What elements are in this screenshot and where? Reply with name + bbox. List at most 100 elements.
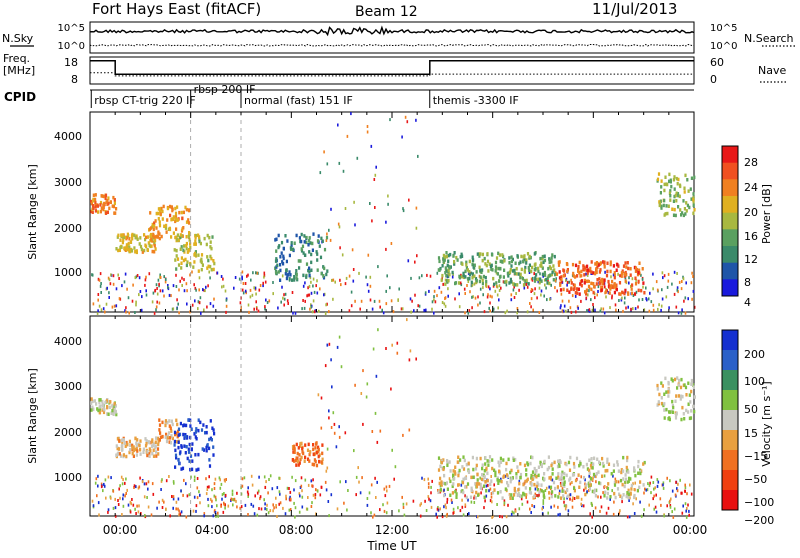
scatter-cell — [595, 475, 597, 479]
scatter-cell — [501, 515, 503, 519]
data-cell — [486, 459, 489, 463]
scatter-cell — [396, 351, 399, 355]
data-cell — [128, 439, 131, 444]
nsearch-label: N.Search — [744, 32, 794, 45]
data-cell — [178, 461, 181, 466]
data-cell — [591, 466, 594, 470]
data-cell — [548, 491, 551, 495]
scatter-cell — [310, 505, 313, 508]
scatter-cell — [614, 303, 617, 307]
scatter-cell — [374, 173, 377, 177]
data-cell — [502, 275, 505, 279]
scatter-cell — [545, 486, 548, 490]
scatter-cell — [466, 284, 468, 287]
data-cell — [578, 485, 581, 489]
data-cell — [448, 266, 451, 270]
data-cell — [173, 443, 176, 447]
scatter-cell — [152, 291, 155, 295]
data-cell — [105, 399, 108, 403]
data-cell — [158, 236, 161, 241]
scatter-cell — [567, 509, 570, 513]
data-cell — [197, 467, 200, 472]
scatter-cell — [433, 298, 435, 302]
data-cell — [315, 441, 318, 445]
scatter-cell — [635, 278, 637, 282]
data-cell — [536, 481, 539, 485]
data-cell — [184, 205, 187, 210]
scatter-cell — [129, 500, 132, 504]
data-cell — [633, 468, 636, 472]
scatter-cell — [385, 247, 387, 251]
data-cell — [107, 196, 110, 200]
scatter-cell — [300, 484, 303, 488]
data-cell — [211, 426, 214, 430]
scatter-cell — [604, 270, 606, 274]
scatter-cell — [247, 492, 250, 496]
scatter-cell — [490, 495, 493, 499]
scatter-cell — [221, 497, 223, 501]
scatter-cell — [233, 286, 235, 290]
data-cell — [553, 254, 556, 259]
scatter-cell — [246, 490, 249, 494]
data-cell — [547, 266, 550, 271]
scatter-cell — [236, 491, 238, 495]
scatter-cell — [199, 296, 202, 300]
scatter-cell — [366, 382, 369, 386]
data-cell — [102, 403, 105, 408]
data-cell — [155, 226, 158, 230]
scatter-cell — [177, 507, 179, 511]
scatter-cell — [440, 290, 443, 294]
scatter-cell — [124, 272, 127, 276]
data-cell — [480, 477, 484, 482]
data-cell — [528, 268, 531, 273]
data-cell — [208, 437, 211, 442]
data-cell — [683, 383, 686, 387]
data-cell — [537, 465, 540, 469]
scatter-cell — [684, 502, 687, 506]
data-cell — [514, 261, 517, 265]
scatter-cell — [319, 493, 322, 497]
data-cell — [298, 236, 301, 240]
data-cell — [625, 465, 628, 470]
data-cell — [663, 213, 666, 217]
data-cell — [503, 474, 506, 478]
data-cell — [165, 230, 168, 234]
scatter-cell — [345, 480, 347, 484]
data-cell — [523, 463, 527, 468]
data-cell — [474, 496, 477, 500]
data-cell — [592, 282, 595, 286]
x-tick-label-0400: 04:00 — [195, 523, 230, 537]
data-cell — [300, 232, 303, 237]
data-cell — [619, 494, 622, 498]
data-cell — [175, 254, 178, 258]
data-cell — [149, 234, 152, 238]
scatter-cell — [513, 296, 516, 299]
data-cell — [191, 467, 194, 472]
data-cell — [528, 254, 531, 259]
data-cell — [668, 410, 671, 414]
data-cell — [171, 436, 174, 441]
data-cell — [179, 247, 182, 251]
data-cell — [308, 270, 311, 274]
data-cell — [175, 267, 178, 271]
data-cell — [517, 492, 520, 497]
scatter-cell — [205, 492, 208, 496]
data-cell — [579, 480, 582, 485]
data-cell — [535, 273, 538, 277]
data-cell — [118, 248, 121, 252]
data-cell — [118, 452, 121, 456]
data-cell — [208, 464, 212, 468]
scatter-cell — [273, 506, 275, 510]
scatter-cell — [197, 307, 199, 311]
data-cell — [510, 477, 513, 481]
scatter-cell — [450, 498, 453, 502]
scatter-cell — [558, 489, 561, 493]
scatter-cell — [354, 299, 356, 303]
scatter-cell — [497, 306, 499, 310]
data-cell — [163, 224, 166, 228]
scatter-cell — [340, 365, 343, 369]
data-cell — [592, 462, 595, 466]
scatter-cell — [447, 287, 449, 291]
scatter-cell — [556, 289, 558, 293]
data-cell — [125, 440, 128, 445]
